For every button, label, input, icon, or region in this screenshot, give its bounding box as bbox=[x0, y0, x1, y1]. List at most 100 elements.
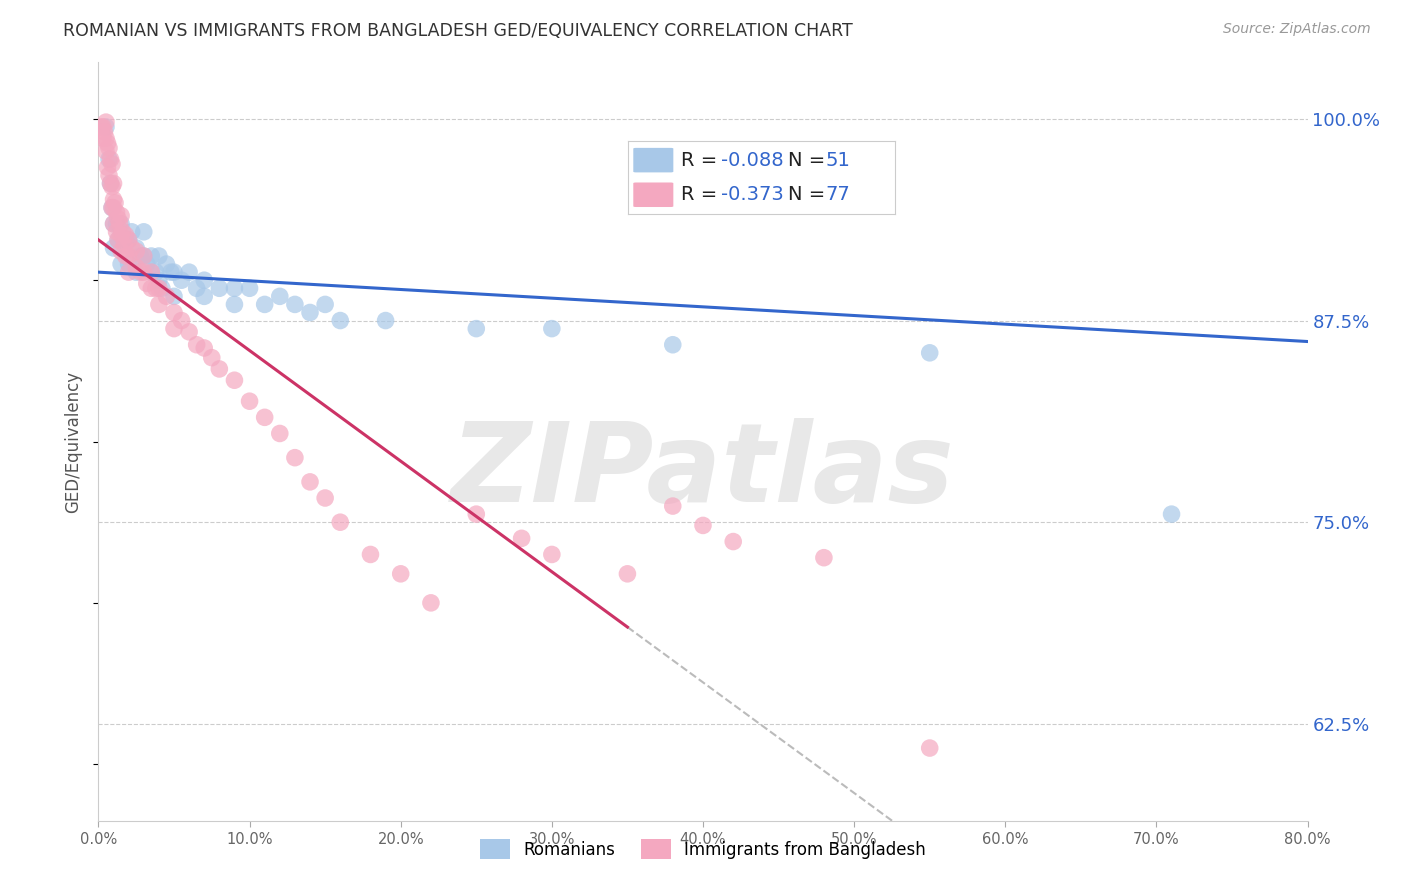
Point bbox=[112, 237, 135, 252]
Point bbox=[150, 281, 173, 295]
Point bbox=[179, 265, 201, 279]
Point bbox=[101, 179, 124, 194]
Text: -0.088: -0.088 bbox=[721, 151, 785, 169]
Point bbox=[179, 325, 201, 339]
Point bbox=[110, 209, 132, 223]
Point bbox=[148, 273, 170, 287]
Text: ROMANIAN VS IMMIGRANTS FROM BANGLADESH GED/EQUIVALENCY CORRELATION CHART: ROMANIAN VS IMMIGRANTS FROM BANGLADESH G… bbox=[63, 22, 853, 40]
Text: 77: 77 bbox=[825, 186, 851, 204]
Point bbox=[329, 515, 352, 529]
Point bbox=[918, 741, 941, 756]
Point bbox=[269, 289, 291, 303]
Point bbox=[118, 265, 141, 279]
Point bbox=[132, 249, 155, 263]
Text: -0.373: -0.373 bbox=[721, 186, 785, 204]
Point bbox=[1160, 507, 1182, 521]
Text: Source: ZipAtlas.com: Source: ZipAtlas.com bbox=[1223, 22, 1371, 37]
Point bbox=[299, 305, 322, 319]
Text: N =: N = bbox=[789, 151, 831, 169]
Point bbox=[193, 341, 215, 355]
Point bbox=[141, 249, 163, 263]
Text: ZIPatlas: ZIPatlas bbox=[451, 418, 955, 525]
Point bbox=[107, 233, 129, 247]
Text: 51: 51 bbox=[825, 151, 851, 169]
Point bbox=[299, 475, 322, 489]
Point bbox=[723, 534, 745, 549]
Text: 60.0%: 60.0% bbox=[981, 832, 1029, 847]
Point bbox=[145, 281, 167, 295]
Point bbox=[389, 566, 412, 581]
Point bbox=[170, 313, 193, 327]
Point bbox=[163, 305, 186, 319]
Point bbox=[148, 249, 170, 263]
Text: 0.0%: 0.0% bbox=[80, 832, 117, 847]
Point bbox=[101, 157, 124, 171]
Point bbox=[314, 491, 336, 505]
Text: 30.0%: 30.0% bbox=[529, 832, 575, 847]
Legend: Romanians, Immigrants from Bangladesh: Romanians, Immigrants from Bangladesh bbox=[474, 833, 932, 865]
Point bbox=[100, 177, 122, 191]
Point bbox=[91, 131, 114, 145]
Point bbox=[105, 217, 128, 231]
Point bbox=[103, 177, 125, 191]
Point bbox=[125, 244, 148, 259]
Text: N =: N = bbox=[789, 186, 831, 204]
Point bbox=[160, 265, 183, 279]
Point bbox=[253, 297, 276, 311]
Point bbox=[224, 297, 246, 311]
Point bbox=[253, 410, 276, 425]
Point bbox=[121, 225, 143, 239]
Point bbox=[918, 346, 941, 360]
Text: 40.0%: 40.0% bbox=[679, 832, 727, 847]
Point bbox=[239, 281, 262, 295]
Point bbox=[132, 265, 155, 279]
Point bbox=[100, 153, 122, 167]
Point bbox=[616, 566, 638, 581]
FancyBboxPatch shape bbox=[633, 183, 673, 207]
Point bbox=[201, 351, 224, 365]
Text: 10.0%: 10.0% bbox=[226, 832, 273, 847]
Point bbox=[163, 289, 186, 303]
Point bbox=[155, 257, 177, 271]
Point bbox=[94, 120, 117, 134]
Point bbox=[101, 201, 124, 215]
Text: 50.0%: 50.0% bbox=[831, 832, 877, 847]
Point bbox=[114, 249, 136, 263]
Point bbox=[269, 426, 291, 441]
Point bbox=[135, 257, 157, 271]
Point bbox=[104, 195, 127, 210]
Point bbox=[540, 548, 562, 562]
Point bbox=[420, 596, 443, 610]
Point bbox=[108, 217, 131, 231]
Point bbox=[148, 297, 170, 311]
Point bbox=[94, 115, 117, 129]
Point bbox=[105, 205, 128, 219]
Point bbox=[132, 249, 155, 263]
Point bbox=[103, 217, 125, 231]
Point bbox=[170, 273, 193, 287]
Point bbox=[510, 532, 533, 546]
Text: R =: R = bbox=[682, 186, 724, 204]
Point bbox=[98, 153, 121, 167]
Point bbox=[118, 249, 141, 263]
Point bbox=[135, 277, 157, 291]
Point bbox=[103, 241, 125, 255]
Point bbox=[118, 233, 141, 247]
Text: 80.0%: 80.0% bbox=[1284, 832, 1331, 847]
Point bbox=[103, 217, 125, 231]
Point bbox=[107, 211, 129, 226]
Point bbox=[692, 518, 714, 533]
Point bbox=[107, 233, 129, 247]
Point bbox=[129, 249, 152, 263]
Point bbox=[465, 321, 488, 335]
Point bbox=[105, 225, 128, 239]
Point bbox=[94, 131, 117, 145]
Point bbox=[155, 289, 177, 303]
Point bbox=[110, 244, 132, 259]
Point bbox=[208, 281, 231, 295]
Point bbox=[208, 362, 231, 376]
Point bbox=[90, 120, 112, 134]
Point bbox=[96, 161, 118, 175]
Point bbox=[110, 228, 132, 243]
Point bbox=[121, 241, 143, 255]
